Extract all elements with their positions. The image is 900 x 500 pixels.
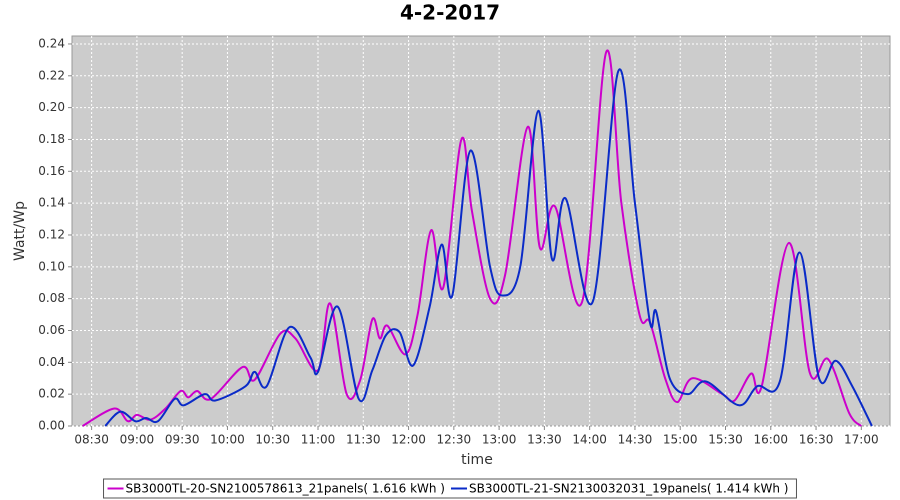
x-tick-label: 13:00: [482, 433, 517, 447]
x-tick-label: 14:00: [572, 433, 607, 447]
x-tick-label: 16:30: [799, 433, 834, 447]
y-tick-label: 0.10: [38, 259, 65, 273]
y-tick-label: 0.20: [38, 100, 65, 114]
x-axis-title: time: [461, 452, 493, 468]
y-tick-label: 0.12: [38, 227, 65, 241]
y-tick-label: 0.08: [38, 291, 65, 305]
legend: SB3000TL-20-SN2100578613_21panels( 1.616…: [103, 478, 797, 499]
chart-title: 4-2-2017: [400, 1, 500, 25]
y-tick-label: 0.22: [38, 68, 65, 82]
y-tick-label: 0.06: [38, 323, 65, 337]
x-tick-label: 10:30: [255, 433, 290, 447]
legend-box: [103, 478, 797, 499]
series-line: [104, 68, 873, 427]
x-tick-label: 13:30: [527, 433, 562, 447]
x-tick-label: 09:30: [165, 433, 200, 447]
y-tick-label: 0.00: [38, 419, 65, 433]
plot-area: [71, 35, 891, 427]
x-tick-label: 11:30: [346, 433, 381, 447]
y-tick-label: 0.14: [38, 196, 65, 210]
x-tick-label: 10:00: [210, 433, 245, 447]
x-tick-label: 09:00: [120, 433, 155, 447]
y-tick-label: 0.16: [38, 164, 65, 178]
x-tick-label: 17:00: [844, 433, 879, 447]
y-tick-label: 0.24: [38, 36, 65, 50]
x-tick-label: 16:00: [753, 433, 788, 447]
x-tick-label: 12:00: [391, 433, 426, 447]
x-tick-label: 14:30: [618, 433, 653, 447]
x-tick-label: 15:30: [708, 433, 743, 447]
legend-label: SB3000TL-21-SN2130032031_19panels( 1.414…: [469, 482, 788, 496]
y-tick-label: 0.04: [38, 355, 65, 369]
y-tick-label: 0.02: [38, 387, 65, 401]
y-axis-title: Watt/Wp: [12, 201, 28, 261]
legend-label: SB3000TL-20-SN2100578613_21panels( 1.616…: [126, 482, 445, 496]
x-tick-label: 12:30: [437, 433, 472, 447]
y-tick-label: 0.18: [38, 132, 65, 146]
x-tick-label: 11:00: [301, 433, 336, 447]
x-tick-label: 15:00: [663, 433, 698, 447]
x-tick-label: 08:30: [74, 433, 109, 447]
